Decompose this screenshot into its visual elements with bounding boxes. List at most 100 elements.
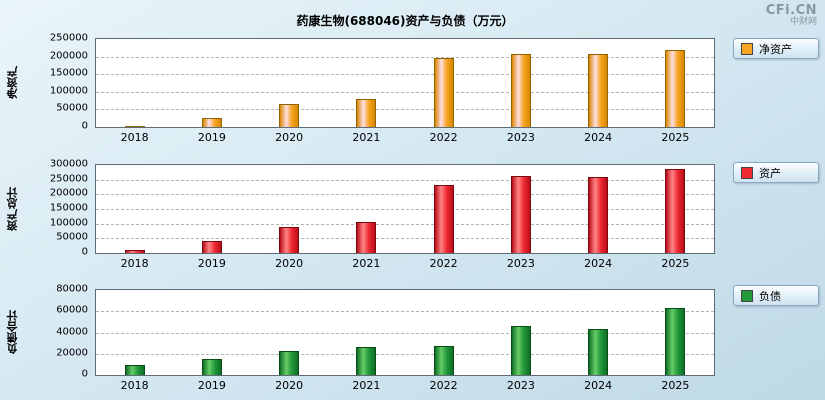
cfi-watermark-chinese: 中财网 xyxy=(789,17,817,28)
gridline xyxy=(96,91,714,93)
legend-label-total-liabilities: 负债 xyxy=(759,289,781,303)
bar-net-assets-2023 xyxy=(510,54,531,127)
legend-total-assets: 资产 xyxy=(733,162,819,183)
y-tick-label: 0 xyxy=(81,246,88,258)
x-tick-label: 2025 xyxy=(661,257,690,270)
chart-title: 药康生物(688046)资产与负债（万元） xyxy=(296,14,514,28)
x-axis-ticks: 2018 2019 2020 2021 2022 2023 2024 2025 xyxy=(96,379,714,393)
y-axis-ticks: 0 20000 40000 60000 80000 xyxy=(0,284,91,380)
y-tick-label: 300000 xyxy=(49,158,88,170)
cfi-watermark-latin: CFi.CN xyxy=(765,3,817,18)
bar-total-assets-2022 xyxy=(433,185,454,253)
legend-label-net-assets: 净资产 xyxy=(759,42,792,56)
x-tick-label: 2021 xyxy=(352,131,381,144)
gridline xyxy=(96,209,714,210)
bar-total-assets-2020 xyxy=(279,226,300,253)
x-tick-label: 2019 xyxy=(197,257,226,270)
gridline xyxy=(96,109,714,111)
y-tick-label: 50000 xyxy=(56,231,88,243)
x-tick-label: 2025 xyxy=(661,131,690,144)
gridline xyxy=(96,56,714,58)
y-axis-label-total-liabilities: 负债合计 xyxy=(6,310,19,355)
gridline xyxy=(96,74,714,76)
legend-swatch-net-assets xyxy=(741,42,753,55)
bar-net-assets-2024 xyxy=(588,53,609,127)
gridline xyxy=(96,223,714,225)
bar-total-assets-2021 xyxy=(356,222,377,253)
gridline xyxy=(96,238,714,240)
x-tick-label: 2019 xyxy=(197,131,226,144)
x-tick-label: 2023 xyxy=(506,379,535,392)
legend-swatch-total-assets xyxy=(741,166,753,179)
y-axis-ticks: 0 50000 100000 150000 200000 250000 xyxy=(0,33,91,132)
bar-total-assets-2023 xyxy=(510,176,531,253)
gridline xyxy=(96,353,714,355)
x-axis-ticks: 2018 2019 2020 2021 2022 2023 2024 2025 xyxy=(96,131,714,145)
cfi-watermark: CFi.CN 中财网 xyxy=(765,3,817,28)
x-tick-label: 2023 xyxy=(506,257,535,270)
x-tick-label: 2025 xyxy=(661,379,690,392)
bar-total-liabilities-2024 xyxy=(588,329,609,375)
x-tick-label: 2023 xyxy=(506,131,535,144)
x-tick-label: 2021 xyxy=(352,257,381,270)
y-axis-label-net-assets: 净资产 xyxy=(6,66,19,100)
y-tick-label: 20000 xyxy=(56,347,88,359)
legend-net-assets: 净资产 xyxy=(733,38,819,59)
bar-total-liabilities-2019 xyxy=(201,359,222,375)
y-tick-label: 80000 xyxy=(56,283,88,295)
x-axis-ticks: 2018 2019 2020 2021 2022 2023 2024 2025 xyxy=(96,257,714,271)
bar-total-liabilities-2023 xyxy=(510,326,531,375)
legend-swatch-total-liabilities xyxy=(741,289,753,302)
bar-net-assets-2019 xyxy=(201,118,222,127)
x-tick-label: 2022 xyxy=(429,379,458,392)
y-tick-label: 250000 xyxy=(49,173,88,185)
bar-net-assets-2025 xyxy=(665,49,686,127)
y-tick-label: 150000 xyxy=(49,67,88,79)
y-tick-label: 200000 xyxy=(49,187,88,199)
bar-total-liabilities-2018 xyxy=(124,365,145,375)
x-tick-label: 2018 xyxy=(120,131,149,144)
bar-total-liabilities-2020 xyxy=(279,351,300,375)
y-tick-label: 60000 xyxy=(56,304,88,316)
bar-total-assets-2019 xyxy=(201,240,222,253)
bar-total-assets-2018 xyxy=(124,250,145,253)
legend-total-liabilities: 负债 xyxy=(733,285,819,306)
x-tick-label: 2020 xyxy=(275,379,304,392)
x-tick-label: 2024 xyxy=(584,131,613,144)
y-tick-label: 100000 xyxy=(49,85,88,97)
y-axis-label-total-assets: 资产总计 xyxy=(6,187,19,231)
x-tick-label: 2022 xyxy=(429,131,458,144)
y-tick-label: 0 xyxy=(81,120,88,132)
plot-area-total-liabilities xyxy=(95,289,715,376)
x-tick-label: 2021 xyxy=(352,379,381,392)
plot-area-net-assets xyxy=(95,38,715,128)
bar-total-liabilities-2025 xyxy=(665,308,686,375)
y-tick-label: 100000 xyxy=(49,217,88,229)
bar-total-assets-2025 xyxy=(665,169,686,253)
x-tick-label: 2022 xyxy=(429,257,458,270)
bar-total-assets-2024 xyxy=(588,177,609,253)
legend-label-total-assets: 资产 xyxy=(759,166,781,180)
y-tick-label: 150000 xyxy=(49,202,88,214)
bar-total-liabilities-2022 xyxy=(433,345,454,375)
y-tick-label: 250000 xyxy=(49,32,88,44)
gridline xyxy=(96,194,714,196)
bar-net-assets-2020 xyxy=(279,104,300,127)
x-tick-label: 2018 xyxy=(120,257,149,270)
y-tick-label: 0 xyxy=(81,368,88,380)
y-axis-ticks: 0 50000 100000 150000 200000 250000 300000 xyxy=(0,159,91,258)
y-tick-label: 40000 xyxy=(56,326,88,337)
bar-net-assets-2018 xyxy=(124,126,145,127)
gridline xyxy=(96,311,714,313)
bar-net-assets-2022 xyxy=(433,57,454,127)
bar-total-liabilities-2021 xyxy=(356,347,377,375)
plot-area-total-assets xyxy=(95,164,715,254)
gridline xyxy=(96,179,714,181)
y-tick-label: 50000 xyxy=(56,102,88,114)
x-tick-label: 2020 xyxy=(275,131,304,144)
gridline xyxy=(96,332,714,334)
